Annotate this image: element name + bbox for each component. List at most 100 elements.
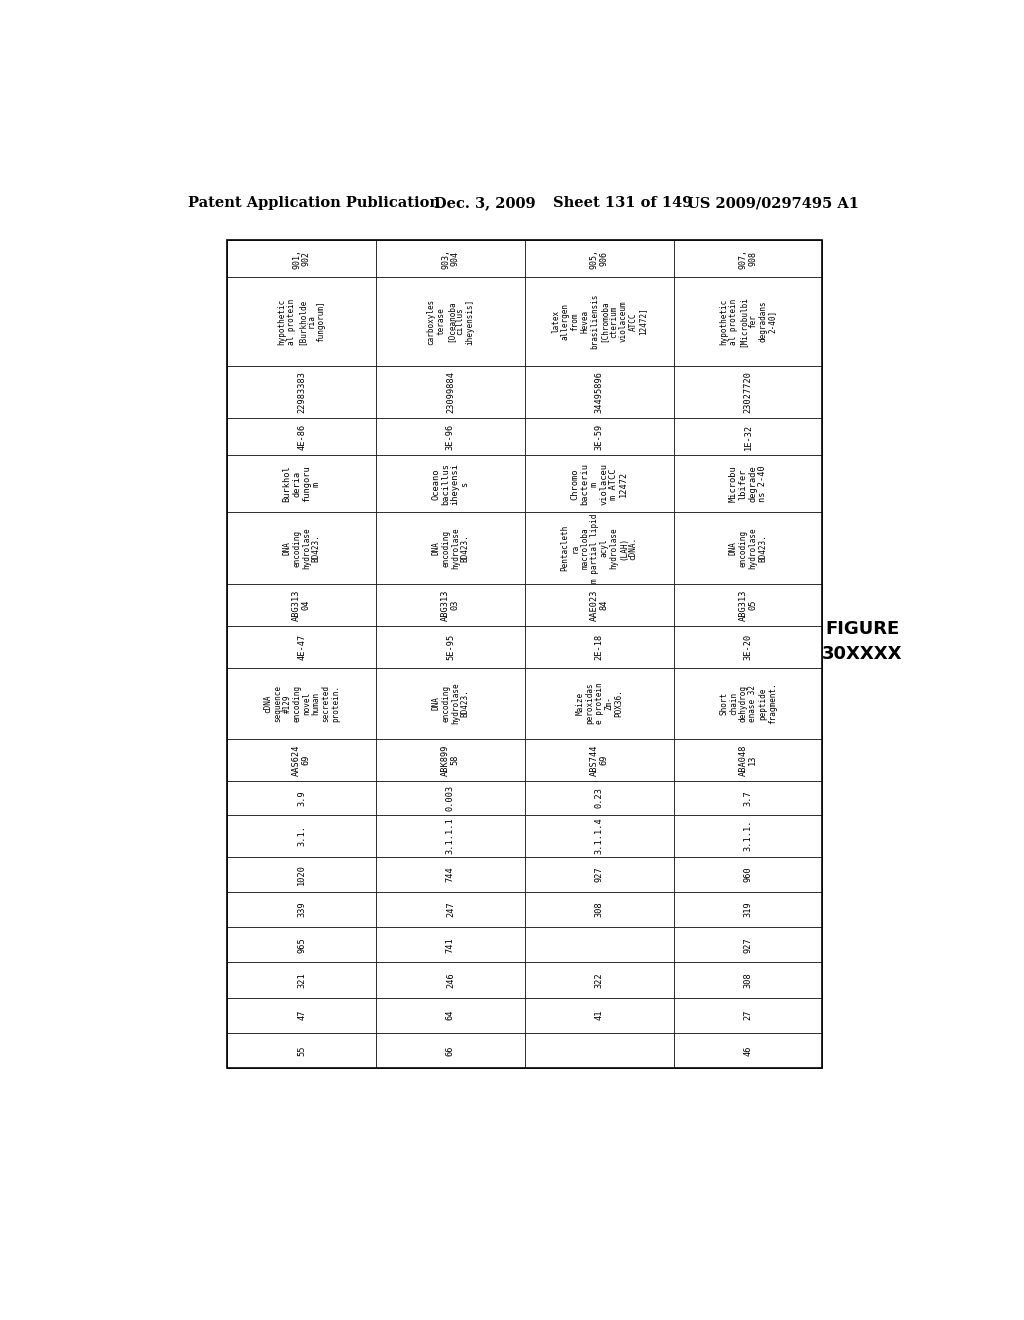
Text: 927: 927 (743, 937, 753, 953)
Bar (376, 583, 524, 626)
Bar (227, 892, 376, 927)
Bar (674, 668, 822, 739)
Text: ABG313
04: ABG313 04 (292, 589, 311, 620)
Text: 927: 927 (595, 866, 604, 882)
Bar (376, 781, 524, 814)
Bar (376, 240, 524, 277)
Bar (524, 455, 674, 512)
Bar (674, 1032, 822, 1068)
Text: ABG313
05: ABG313 05 (738, 589, 758, 620)
Text: 3.1.1.1: 3.1.1.1 (445, 817, 455, 854)
Bar (227, 240, 376, 277)
Text: Maize
peroxidas
e protein
Zm-
POX36.: Maize peroxidas e protein Zm- POX36. (575, 682, 623, 725)
Bar (376, 366, 524, 417)
Text: 339: 339 (297, 902, 306, 917)
Bar (227, 668, 376, 739)
Text: 246: 246 (445, 972, 455, 987)
Text: 0.23: 0.23 (595, 787, 604, 808)
Bar (674, 512, 822, 583)
Text: ABA048
13: ABA048 13 (738, 744, 758, 776)
Bar (376, 417, 524, 455)
Bar (227, 857, 376, 892)
Text: 3E-96: 3E-96 (445, 424, 455, 450)
Bar (524, 781, 674, 814)
Bar (524, 366, 674, 417)
Text: latex
allergen
from
Hevea
brasiliensis
[Chromoba
cterium
violaceum
ATCC
12472]: latex allergen from Hevea brasiliensis [… (551, 294, 647, 350)
Bar (674, 892, 822, 927)
Text: 64: 64 (445, 1010, 455, 1020)
Bar (376, 277, 524, 366)
Bar (227, 998, 376, 1032)
Bar (227, 455, 376, 512)
Bar (674, 626, 822, 668)
Bar (227, 1032, 376, 1068)
Bar (227, 240, 822, 1068)
Bar (227, 962, 376, 998)
Bar (524, 927, 674, 962)
Bar (227, 583, 376, 626)
Bar (674, 366, 822, 417)
Bar (674, 857, 822, 892)
Bar (524, 998, 674, 1032)
Bar (227, 417, 376, 455)
Text: DNA
encoding
hydrolase
BD423.: DNA encoding hydrolase BD423. (283, 527, 321, 569)
Text: Pentacleth
ra
macroloba
m partial lipid
acyl
hydrolase
(LAH)
cDNA.: Pentacleth ra macroloba m partial lipid … (561, 513, 638, 583)
Text: 27: 27 (743, 1010, 753, 1020)
Bar (674, 583, 822, 626)
Text: ABS744
69: ABS744 69 (590, 744, 608, 776)
Text: ABK899
58: ABK899 58 (441, 744, 460, 776)
Text: 3E-59: 3E-59 (595, 424, 604, 450)
Bar (227, 927, 376, 962)
Text: 308: 308 (595, 902, 604, 917)
Text: hypothetic
al protein
[Burkholde
ria
fungorum]: hypothetic al protein [Burkholde ria fun… (278, 298, 326, 345)
Text: 3.1.: 3.1. (297, 825, 306, 846)
Bar (376, 455, 524, 512)
Bar (674, 455, 822, 512)
Bar (524, 739, 674, 781)
Bar (524, 962, 674, 998)
Bar (524, 814, 674, 857)
Text: AAS624
69: AAS624 69 (292, 744, 311, 776)
Bar (376, 962, 524, 998)
Text: 903,
904: 903, 904 (441, 248, 460, 268)
Text: cDNA
sequence
#129
encoding
novel
human
secreted
protein.: cDNA sequence #129 encoding novel human … (263, 685, 340, 722)
Bar (674, 998, 822, 1032)
Bar (674, 927, 822, 962)
Bar (524, 892, 674, 927)
Bar (524, 857, 674, 892)
Text: 308: 308 (743, 972, 753, 987)
Bar (674, 781, 822, 814)
Bar (376, 927, 524, 962)
Bar (674, 962, 822, 998)
Bar (524, 583, 674, 626)
Bar (524, 277, 674, 366)
Text: 4E-86: 4E-86 (297, 424, 306, 450)
Text: 5E-95: 5E-95 (445, 634, 455, 660)
Text: Short
chain
dehydrog
enase 32
peptide
fragment.: Short chain dehydrog enase 32 peptide fr… (719, 682, 777, 725)
Text: 41: 41 (595, 1010, 604, 1020)
Bar (376, 814, 524, 857)
Text: carboxyles
terase
[Oceanoba
cillus
iheyensis]: carboxyles terase [Oceanoba cillus iheye… (427, 298, 474, 345)
Bar (524, 668, 674, 739)
Text: 907,
908: 907, 908 (738, 248, 758, 268)
Text: Patent Application Publication: Patent Application Publication (187, 195, 439, 210)
Text: 744: 744 (445, 866, 455, 882)
Bar (674, 417, 822, 455)
Bar (674, 814, 822, 857)
Bar (376, 998, 524, 1032)
Text: US 2009/0297495 A1: US 2009/0297495 A1 (687, 195, 859, 210)
Text: 319: 319 (743, 902, 753, 917)
Text: 965: 965 (297, 937, 306, 953)
Text: hypothetic
al protein
[Microbulbi
fer
degradans
2-40]: hypothetic al protein [Microbulbi fer de… (719, 296, 777, 347)
Text: Microbu
lbifer
degrade
ns 2-40: Microbu lbifer degrade ns 2-40 (729, 466, 767, 503)
Text: 3.1.1.4: 3.1.1.4 (595, 817, 604, 854)
Text: 66: 66 (445, 1045, 455, 1056)
Text: 4E-47: 4E-47 (297, 634, 306, 660)
Text: ABG313
03: ABG313 03 (441, 589, 460, 620)
Text: Chromo
bacteriu
m
violaceu
m ATCC
12472: Chromo bacteriu m violaceu m ATCC 12472 (570, 463, 628, 506)
Bar (376, 857, 524, 892)
Bar (376, 668, 524, 739)
Text: 22983383: 22983383 (297, 371, 306, 413)
Text: 322: 322 (595, 972, 604, 987)
Bar (227, 366, 376, 417)
